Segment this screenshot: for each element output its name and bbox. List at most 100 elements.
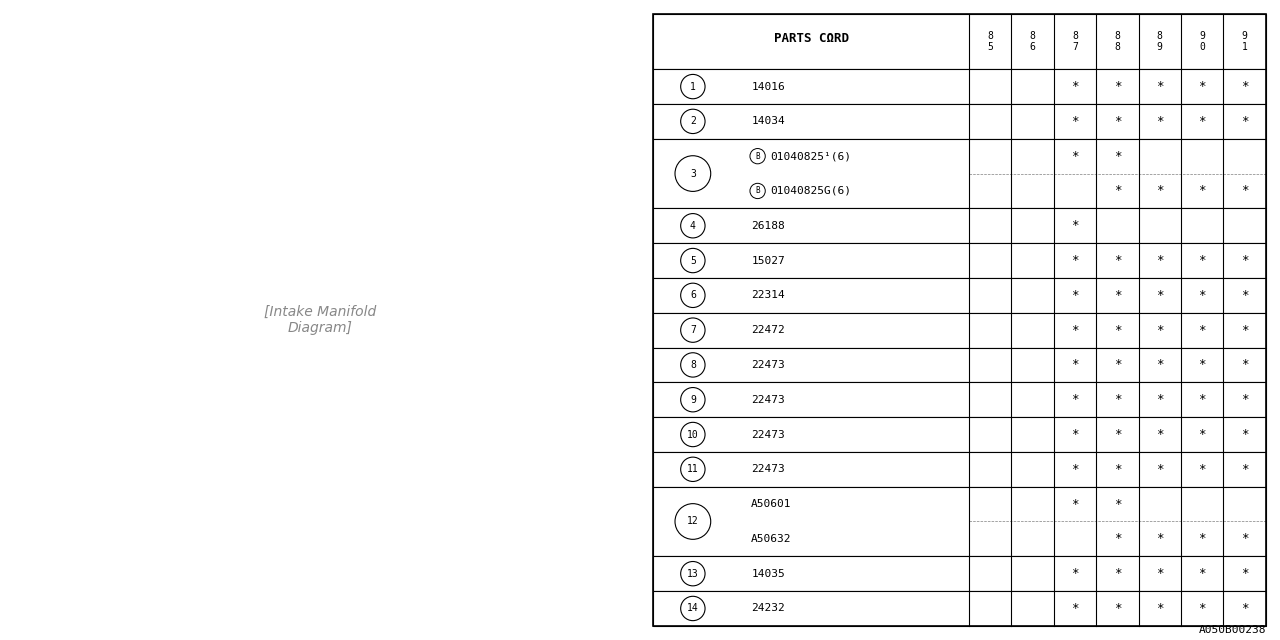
Text: *: * <box>1198 532 1206 545</box>
Text: *: * <box>1198 358 1206 371</box>
Text: 13: 13 <box>687 569 699 579</box>
Text: *: * <box>1071 115 1079 128</box>
Text: 8
5: 8 5 <box>987 31 993 52</box>
Text: *: * <box>1071 358 1079 371</box>
Bar <box>654 243 1266 278</box>
Circle shape <box>681 422 705 447</box>
Text: *: * <box>1114 358 1121 371</box>
Bar <box>654 69 1266 104</box>
Circle shape <box>750 148 765 164</box>
Text: 22473: 22473 <box>751 360 785 370</box>
Text: A50601: A50601 <box>751 499 792 509</box>
Text: *: * <box>1198 463 1206 476</box>
Circle shape <box>681 388 705 412</box>
Text: *: * <box>1198 567 1206 580</box>
Text: 3: 3 <box>690 168 696 179</box>
Bar <box>654 313 1266 348</box>
Text: 7: 7 <box>690 325 696 335</box>
Text: *: * <box>1156 358 1164 371</box>
Circle shape <box>681 248 705 273</box>
Text: *: * <box>1071 428 1079 441</box>
Text: 12: 12 <box>687 516 699 527</box>
Text: *: * <box>1156 324 1164 337</box>
Text: 4: 4 <box>690 221 696 231</box>
Text: 8
7: 8 7 <box>1071 31 1078 52</box>
Text: *: * <box>1240 567 1248 580</box>
Text: 22473: 22473 <box>751 395 785 404</box>
Circle shape <box>681 561 705 586</box>
Text: *: * <box>1071 393 1079 406</box>
Text: *: * <box>1071 463 1079 476</box>
Text: *: * <box>1156 80 1164 93</box>
Text: *: * <box>1071 602 1079 615</box>
Text: *: * <box>1114 115 1121 128</box>
Text: 5: 5 <box>690 255 696 266</box>
Text: *: * <box>1240 463 1248 476</box>
Text: 9: 9 <box>690 395 696 404</box>
Bar <box>654 278 1266 313</box>
Text: *: * <box>1114 497 1121 511</box>
Bar <box>654 452 1266 486</box>
Bar <box>654 14 1266 69</box>
Text: *: * <box>1114 602 1121 615</box>
Text: *: * <box>1114 393 1121 406</box>
Text: *: * <box>1240 254 1248 267</box>
Text: 14: 14 <box>687 604 699 614</box>
Text: *: * <box>1198 289 1206 302</box>
Text: *: * <box>1198 80 1206 93</box>
Text: A050B00238: A050B00238 <box>1198 625 1266 636</box>
Text: *: * <box>1156 254 1164 267</box>
Text: *: * <box>1071 567 1079 580</box>
Text: *: * <box>1114 567 1121 580</box>
Text: *: * <box>1114 532 1121 545</box>
Text: *: * <box>1114 463 1121 476</box>
Text: 2: 2 <box>690 116 696 126</box>
Circle shape <box>681 283 705 307</box>
Text: *: * <box>1240 324 1248 337</box>
Text: B: B <box>755 152 760 161</box>
Text: 8: 8 <box>690 360 696 370</box>
Text: *: * <box>1240 393 1248 406</box>
Text: *: * <box>1071 289 1079 302</box>
Text: *: * <box>1071 80 1079 93</box>
Text: *: * <box>1198 184 1206 198</box>
Circle shape <box>681 318 705 342</box>
Text: 8
6: 8 6 <box>1029 31 1036 52</box>
Text: *: * <box>1240 184 1248 198</box>
Text: *: * <box>1156 428 1164 441</box>
Text: *: * <box>1156 532 1164 545</box>
Circle shape <box>675 504 710 540</box>
Text: 22473: 22473 <box>751 464 785 474</box>
Text: [Intake Manifold
Diagram]: [Intake Manifold Diagram] <box>264 305 376 335</box>
Bar <box>654 486 1266 556</box>
Text: *: * <box>1198 602 1206 615</box>
Text: 26188: 26188 <box>751 221 785 231</box>
Text: *: * <box>1156 463 1164 476</box>
Circle shape <box>681 214 705 238</box>
Circle shape <box>681 457 705 481</box>
Text: *: * <box>1071 150 1079 163</box>
Text: *: * <box>1071 254 1079 267</box>
Text: *: * <box>1114 289 1121 302</box>
Text: *: * <box>1114 254 1121 267</box>
Circle shape <box>681 353 705 377</box>
Text: PARTS CΩRD: PARTS CΩRD <box>773 32 849 45</box>
Text: 14016: 14016 <box>751 81 785 92</box>
Text: *: * <box>1071 497 1079 511</box>
Text: *: * <box>1156 602 1164 615</box>
Bar <box>654 417 1266 452</box>
Text: *: * <box>1114 150 1121 163</box>
Text: *: * <box>1156 393 1164 406</box>
Text: *: * <box>1114 80 1121 93</box>
Text: *: * <box>1071 220 1079 232</box>
Text: *: * <box>1240 289 1248 302</box>
Text: 01040825G(6): 01040825G(6) <box>771 186 851 196</box>
Bar <box>654 209 1266 243</box>
Text: *: * <box>1198 115 1206 128</box>
Text: *: * <box>1240 358 1248 371</box>
Text: 9
1: 9 1 <box>1242 31 1248 52</box>
Text: *: * <box>1198 324 1206 337</box>
Text: *: * <box>1156 289 1164 302</box>
Text: *: * <box>1156 567 1164 580</box>
Text: *: * <box>1114 184 1121 198</box>
